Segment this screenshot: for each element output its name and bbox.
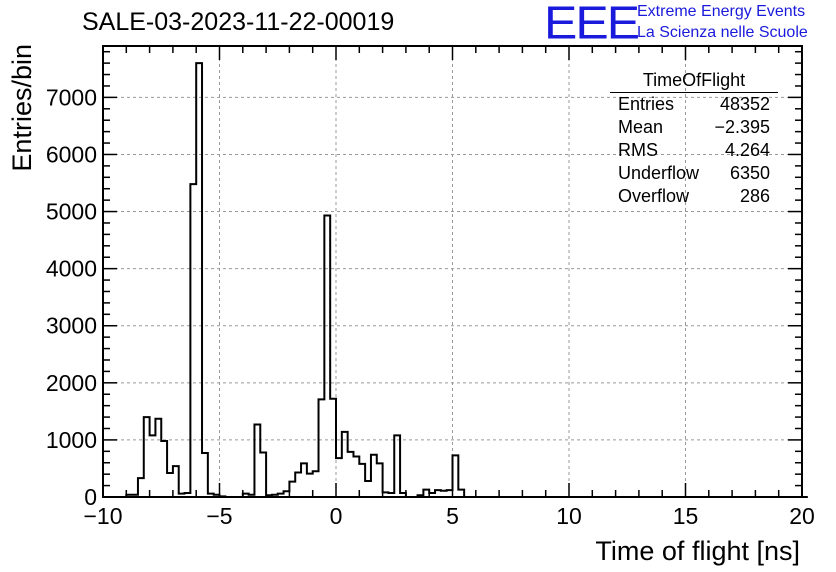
tick-labels: −10 −5 0 5 10 15 20 0 1000 2000 3000 4000 5000 6000 70…: [46, 84, 815, 529]
y-tick-label: 7000: [46, 84, 97, 110]
stats-label: Entries: [618, 94, 675, 114]
eee-tagline-1: Extreme Energy Events: [637, 3, 806, 20]
y-tick-label: 4000: [46, 256, 97, 282]
stats-value: −2.395: [714, 117, 770, 137]
axis-ticks: [102, 46, 803, 498]
eee-tagline-2: La Scienza nelle Scuole: [637, 24, 808, 41]
y-tick-label: 5000: [46, 199, 97, 225]
stats-label: Mean: [618, 117, 664, 137]
eee-logo: EEE: [544, 0, 640, 49]
stats-row-overflow: Overflow 286: [610, 185, 778, 208]
stats-label: Overflow: [618, 186, 690, 206]
stats-label: RMS: [618, 140, 658, 160]
y-axis-label: Entries/bin: [7, 44, 37, 172]
grid-lines: [103, 46, 802, 497]
stats-value: 4.264: [724, 140, 770, 160]
x-tick-label: 10: [556, 503, 582, 529]
stats-row-rms: RMS 4.264: [610, 139, 778, 162]
x-axis-label: Time of flight [ns]: [595, 536, 800, 566]
stats-value: 48352: [719, 94, 770, 114]
stats-value: 6350: [729, 163, 770, 183]
y-tick-label: 1000: [46, 427, 97, 453]
stats-title: TimeOfFlight: [610, 70, 778, 93]
x-tick-label: −5: [206, 503, 232, 529]
y-tick-label: 3000: [46, 313, 97, 339]
x-tick-label: 20: [789, 503, 815, 529]
x-tick-label: 15: [673, 503, 699, 529]
stats-row-entries: Entries 48352: [610, 93, 778, 116]
stats-value: 286: [739, 186, 770, 206]
y-tick-label: 6000: [46, 141, 97, 167]
stats-label: Underflow: [618, 163, 700, 183]
stats-box: TimeOfFlight Entries 48352 Mean −2.395 R…: [610, 70, 778, 208]
x-tick-label: 0: [330, 503, 343, 529]
y-tick-label: 0: [84, 484, 97, 510]
run-title: SALE-03-2023-11-22-00019: [82, 8, 395, 36]
x-tick-label: 5: [446, 503, 459, 529]
y-tick-label: 2000: [46, 370, 97, 396]
x-tick-label: −10: [83, 503, 122, 529]
stats-row-mean: Mean −2.395: [610, 116, 778, 139]
stats-row-underflow: Underflow 6350: [610, 162, 778, 185]
